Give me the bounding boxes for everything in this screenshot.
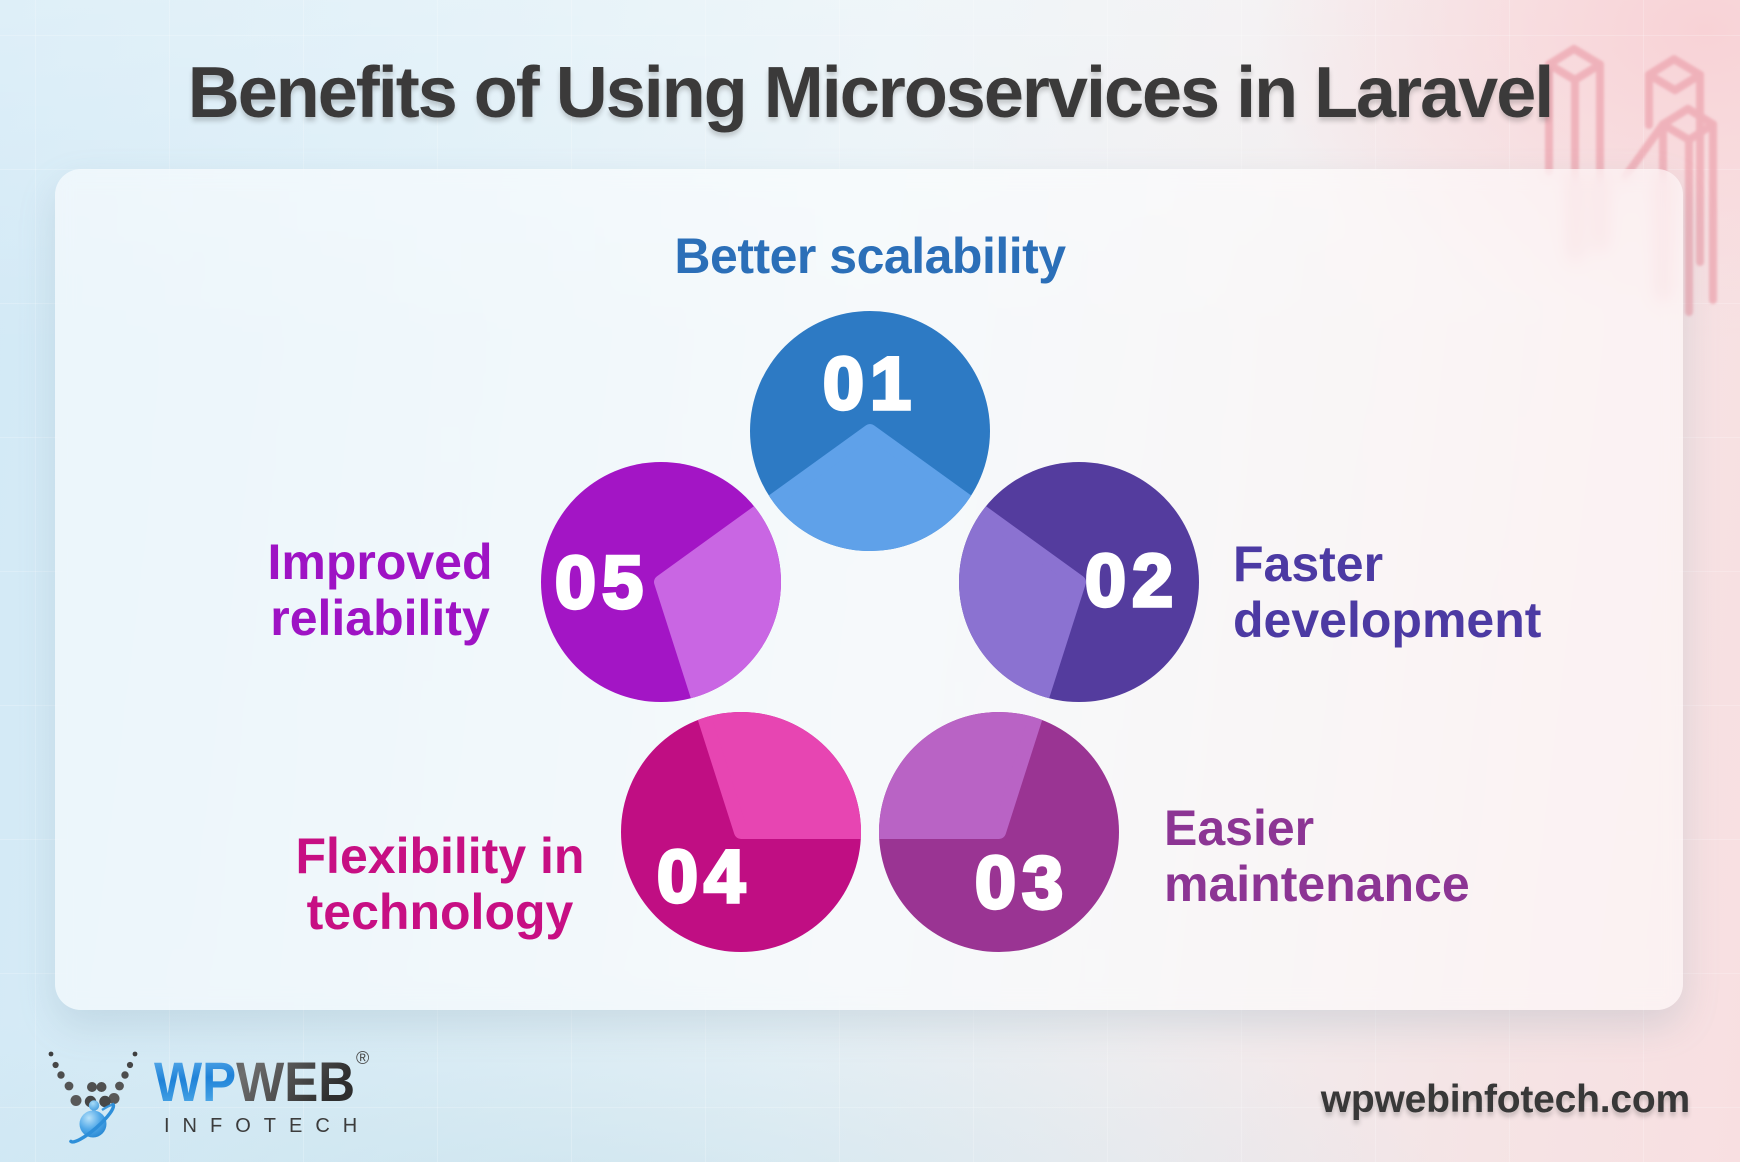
svg-text:05: 05 xyxy=(555,541,649,624)
svg-text:01: 01 xyxy=(823,342,917,425)
svg-text:®: ® xyxy=(356,1048,369,1068)
svg-text:03: 03 xyxy=(975,841,1069,924)
svg-text:WPWEB: WPWEB xyxy=(154,1052,355,1113)
svg-text:INFOTECH: INFOTECH xyxy=(164,1115,370,1137)
svg-text:04: 04 xyxy=(657,835,751,918)
svg-text:02: 02 xyxy=(1085,539,1179,622)
